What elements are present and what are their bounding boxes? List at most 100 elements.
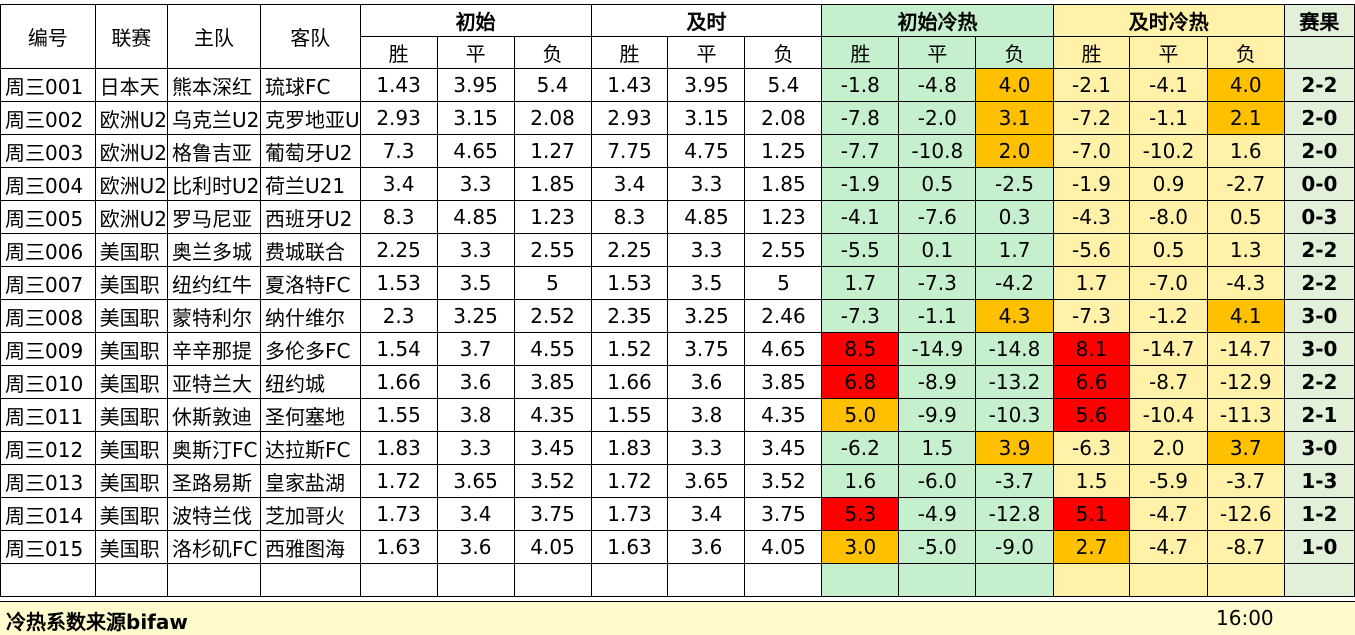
empty-cell[interactable] — [1283, 563, 1355, 597]
header-league[interactable]: 联赛 — [94, 4, 169, 69]
subheader-cell[interactable]: 平 — [898, 36, 977, 69]
league-cell[interactable]: 美国职 — [94, 530, 169, 564]
live-odds-cell[interactable]: 1.85 — [744, 167, 823, 201]
empty-cell[interactable] — [513, 563, 592, 597]
initial-hot-cell[interactable]: 5.0 — [821, 398, 900, 432]
initial-odds-cell[interactable]: 3.4 — [436, 497, 515, 531]
initial-hot-cell[interactable]: 6.8 — [821, 365, 900, 399]
home-team-cell[interactable]: 蒙特利尔 — [167, 299, 261, 333]
match-id-cell[interactable]: 周三006 — [0, 233, 96, 267]
live-hot-cell[interactable]: -12.9 — [1206, 365, 1285, 399]
live-hot-cell[interactable]: -7.2 — [1052, 101, 1131, 135]
initial-odds-cell[interactable]: 4.05 — [513, 530, 592, 564]
initial-hot-cell[interactable]: -7.3 — [821, 299, 900, 333]
live-odds-cell[interactable]: 1.25 — [744, 134, 823, 168]
live-odds-cell[interactable]: 1.73 — [590, 497, 669, 531]
live-odds-cell[interactable]: 2.93 — [590, 101, 669, 135]
home-team-cell[interactable]: 罗马尼亚 — [167, 200, 261, 234]
initial-hot-cell[interactable]: -4.2 — [975, 266, 1054, 300]
initial-hot-cell[interactable]: -9.0 — [975, 530, 1054, 564]
home-team-cell[interactable]: 纽约红牛 — [167, 266, 261, 300]
initial-odds-cell[interactable]: 1.85 — [513, 167, 592, 201]
empty-cell[interactable] — [436, 563, 515, 597]
live-odds-cell[interactable]: 3.5 — [667, 266, 746, 300]
result-cell[interactable]: 0-3 — [1283, 200, 1355, 234]
live-hot-cell[interactable]: -2.7 — [1206, 167, 1285, 201]
live-hot-cell[interactable]: -4.3 — [1052, 200, 1131, 234]
away-team-cell[interactable]: 达拉斯FC — [259, 431, 361, 465]
live-odds-cell[interactable]: 4.75 — [667, 134, 746, 168]
initial-hot-cell[interactable]: -1.8 — [821, 68, 900, 102]
league-cell[interactable]: 美国职 — [94, 497, 169, 531]
initial-odds-cell[interactable]: 1.55 — [359, 398, 438, 432]
initial-hot-cell[interactable]: 4.3 — [975, 299, 1054, 333]
live-hot-cell[interactable]: -4.3 — [1206, 266, 1285, 300]
live-odds-cell[interactable]: 1.52 — [590, 332, 669, 366]
live-odds-cell[interactable]: 3.4 — [667, 497, 746, 531]
live-odds-cell[interactable]: 3.3 — [667, 167, 746, 201]
live-hot-cell[interactable]: -4.7 — [1129, 530, 1208, 564]
live-hot-cell[interactable]: 4.1 — [1206, 299, 1285, 333]
live-odds-cell[interactable]: 2.46 — [744, 299, 823, 333]
live-odds-cell[interactable]: 1.53 — [590, 266, 669, 300]
initial-hot-cell[interactable]: -5.5 — [821, 233, 900, 267]
live-hot-cell[interactable]: -8.7 — [1129, 365, 1208, 399]
home-team-cell[interactable]: 奥兰多城 — [167, 233, 261, 267]
initial-odds-cell[interactable]: 1.66 — [359, 365, 438, 399]
live-hot-cell[interactable]: -2.1 — [1052, 68, 1131, 102]
live-odds-cell[interactable]: 2.35 — [590, 299, 669, 333]
live-hot-cell[interactable]: -3.7 — [1206, 464, 1285, 498]
empty-cell[interactable] — [821, 563, 900, 597]
live-hot-cell[interactable]: -12.6 — [1206, 497, 1285, 531]
empty-cell[interactable] — [975, 563, 1054, 597]
live-hot-cell[interactable]: -7.3 — [1052, 299, 1131, 333]
initial-hot-cell[interactable]: -2.5 — [975, 167, 1054, 201]
live-hot-cell[interactable]: 5.6 — [1052, 398, 1131, 432]
initial-odds-cell[interactable]: 1.83 — [359, 431, 438, 465]
live-odds-cell[interactable]: 3.65 — [667, 464, 746, 498]
live-hot-cell[interactable]: 0.5 — [1129, 233, 1208, 267]
live-odds-cell[interactable]: 1.55 — [590, 398, 669, 432]
initial-hot-cell[interactable]: 3.9 — [975, 431, 1054, 465]
live-hot-cell[interactable]: 2.1 — [1206, 101, 1285, 135]
league-cell[interactable]: 美国职 — [94, 233, 169, 267]
live-odds-cell[interactable]: 1.63 — [590, 530, 669, 564]
initial-odds-cell[interactable]: 3.4 — [359, 167, 438, 201]
initial-odds-cell[interactable]: 3.15 — [436, 101, 515, 135]
away-team-cell[interactable]: 荷兰U21 — [259, 167, 361, 201]
initial-odds-cell[interactable]: 1.27 — [513, 134, 592, 168]
live-odds-cell[interactable]: 3.25 — [667, 299, 746, 333]
match-id-cell[interactable]: 周三011 — [0, 398, 96, 432]
live-hot-cell[interactable]: 8.1 — [1052, 332, 1131, 366]
initial-odds-cell[interactable]: 3.65 — [436, 464, 515, 498]
live-hot-cell[interactable]: 2.7 — [1052, 530, 1131, 564]
live-odds-cell[interactable]: 2.08 — [744, 101, 823, 135]
initial-odds-cell[interactable]: 5.4 — [513, 68, 592, 102]
league-cell[interactable]: 美国职 — [94, 464, 169, 498]
result-cell[interactable]: 1-0 — [1283, 530, 1355, 564]
initial-odds-cell[interactable]: 3.3 — [436, 233, 515, 267]
initial-odds-cell[interactable]: 1.43 — [359, 68, 438, 102]
initial-odds-cell[interactable]: 3.8 — [436, 398, 515, 432]
live-hot-cell[interactable]: 1.6 — [1206, 134, 1285, 168]
league-cell[interactable]: 美国职 — [94, 266, 169, 300]
home-team-cell[interactable]: 亚特兰大 — [167, 365, 261, 399]
initial-odds-cell[interactable]: 3.25 — [436, 299, 515, 333]
header-away[interactable]: 客队 — [259, 4, 361, 69]
live-odds-cell[interactable]: 3.4 — [590, 167, 669, 201]
initial-odds-cell[interactable]: 4.35 — [513, 398, 592, 432]
away-team-cell[interactable]: 琉球FC — [259, 68, 361, 102]
match-id-cell[interactable]: 周三002 — [0, 101, 96, 135]
result-cell[interactable]: 3-0 — [1283, 431, 1355, 465]
live-hot-cell[interactable]: -1.2 — [1129, 299, 1208, 333]
initial-hot-cell[interactable]: -14.8 — [975, 332, 1054, 366]
home-team-cell[interactable]: 圣路易斯 — [167, 464, 261, 498]
subheader-cell[interactable]: 负 — [513, 36, 592, 69]
result-cell[interactable]: 2-0 — [1283, 134, 1355, 168]
header-initial[interactable]: 初始 — [359, 4, 592, 37]
live-odds-cell[interactable]: 2.55 — [744, 233, 823, 267]
live-odds-cell[interactable]: 1.43 — [590, 68, 669, 102]
live-odds-cell[interactable]: 4.35 — [744, 398, 823, 432]
initial-odds-cell[interactable]: 8.3 — [359, 200, 438, 234]
initial-hot-cell[interactable]: -8.9 — [898, 365, 977, 399]
